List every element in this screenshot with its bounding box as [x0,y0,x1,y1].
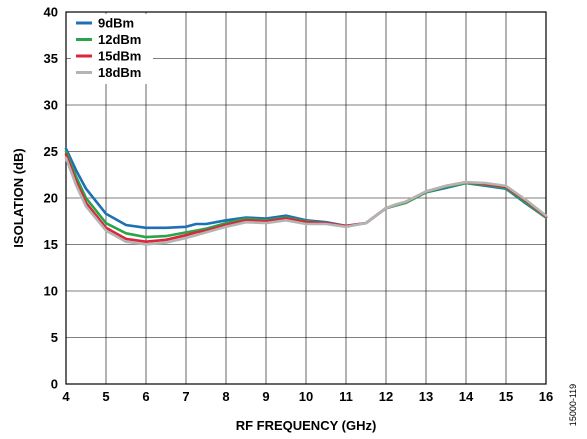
legend-label-12dBm: 12dBm [98,32,141,47]
legend-label-15dBm: 15dBm [98,49,141,64]
x-tick-label: 13 [419,389,433,404]
x-tick-label: 10 [299,389,313,404]
y-tick-label: 40 [44,5,58,20]
y-tick-label: 20 [44,191,58,206]
y-tick-label: 10 [44,284,58,299]
y-tick-label: 0 [51,377,58,392]
x-tick-label: 5 [102,389,109,404]
y-tick-label: 35 [44,51,58,66]
gridlines [66,12,546,384]
x-tick-label: 12 [379,389,393,404]
y-axis-title: ISOLATION (dB) [11,148,26,247]
x-tick-label: 4 [62,389,70,404]
y-tick-label: 25 [44,144,58,159]
x-tick-label: 14 [459,389,474,404]
y-tick-label: 30 [44,98,58,113]
x-tick-label: 8 [222,389,229,404]
figure-id: 15000-119 [568,384,578,426]
x-tick-label: 11 [339,389,353,404]
x-tick-label: 15 [499,389,513,404]
x-tick-label: 7 [182,389,189,404]
x-tick-label: 6 [142,389,149,404]
plot-area [65,11,547,385]
y-tick-label: 15 [44,237,58,252]
y-tick-label: 5 [51,330,58,345]
y-tick-labels: 0 5 10 15 20 25 30 35 40 [44,5,58,392]
x-tick-label: 16 [539,389,553,404]
x-tick-labels: 4 5 6 7 8 9 10 11 12 13 14 15 16 [62,389,553,404]
x-axis-title: RF FREQUENCY (GHz) [236,418,377,433]
x-tick-label: 9 [262,389,269,404]
series-lines [64,147,548,246]
series-line-18dBm [64,156,548,246]
legend-label-18dBm: 18dBm [98,65,141,80]
legend-label-9dBm: 9dBm [98,16,134,31]
